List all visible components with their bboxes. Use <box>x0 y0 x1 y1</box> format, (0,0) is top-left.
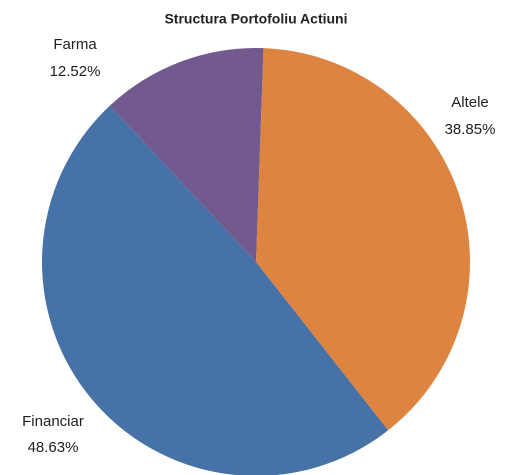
slice-label: Altele <box>451 94 489 111</box>
pie-slice <box>256 48 470 431</box>
slice-label: Financiar <box>22 413 84 430</box>
slice-value-label: 12.52% <box>50 63 101 80</box>
pie-slice <box>42 105 389 475</box>
slice-value-label: 48.63% <box>28 439 79 456</box>
slice-label: Farma <box>53 36 97 53</box>
pie-slice <box>109 47 264 262</box>
slice-value-label: 38.85% <box>445 121 496 138</box>
chart-title: Structura Portofoliu Actiuni <box>164 11 347 27</box>
